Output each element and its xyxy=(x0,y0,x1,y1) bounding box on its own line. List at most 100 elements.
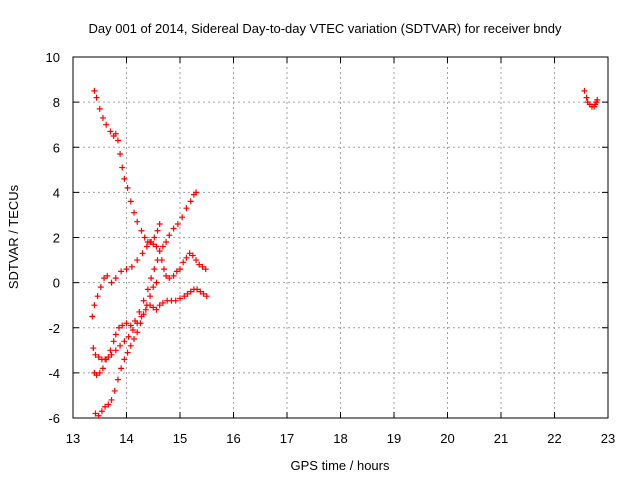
data-point xyxy=(187,288,194,295)
data-point xyxy=(150,241,157,248)
y-tick-label: 4 xyxy=(53,185,60,200)
data-point xyxy=(92,351,99,358)
x-tick-label: 17 xyxy=(280,431,294,446)
y-tick-labels: -6 -4 -2 0 2 4 6 8 10 xyxy=(46,50,60,426)
data-point xyxy=(179,214,186,221)
data-point xyxy=(119,322,126,329)
series-track-b xyxy=(89,189,200,320)
data-point xyxy=(93,372,100,379)
data-point xyxy=(163,239,170,246)
data-point xyxy=(117,151,124,158)
data-point xyxy=(118,365,125,372)
data-point xyxy=(140,297,147,304)
x-tick-label: 18 xyxy=(333,431,347,446)
data-point xyxy=(143,243,150,250)
y-tick-label: -2 xyxy=(48,321,60,336)
data-point xyxy=(173,268,180,275)
data-point xyxy=(186,250,193,257)
data-point xyxy=(94,293,101,300)
data-point xyxy=(158,257,165,264)
y-tick-label: -6 xyxy=(48,411,60,426)
data-point xyxy=(170,272,177,279)
y-tick-label: 8 xyxy=(53,95,60,110)
y-tick-label: 10 xyxy=(46,50,60,65)
chart-title: Day 001 of 2014, Sidereal Day-to-day VTE… xyxy=(88,21,562,36)
series-track-d xyxy=(90,286,210,363)
data-point xyxy=(156,248,163,255)
y-tick-label: 2 xyxy=(53,231,60,246)
data-point xyxy=(144,286,151,293)
data-point xyxy=(183,205,190,212)
data-point xyxy=(129,327,136,334)
data-point xyxy=(125,333,132,340)
data-point xyxy=(123,266,130,273)
data-point xyxy=(116,324,123,331)
x-tick-label: 22 xyxy=(547,431,561,446)
data-point xyxy=(90,345,97,352)
data-point xyxy=(121,175,128,182)
data-point xyxy=(112,275,119,282)
data-point xyxy=(583,94,590,101)
data-point xyxy=(177,295,183,302)
data-point xyxy=(172,297,179,304)
x-tick-label: 14 xyxy=(119,431,133,446)
data-point xyxy=(104,272,111,279)
data-point xyxy=(98,408,105,415)
x-tick-label: 15 xyxy=(173,431,187,446)
data-point xyxy=(96,105,103,112)
data-point xyxy=(124,349,131,356)
data-point xyxy=(194,286,201,293)
data-point xyxy=(95,412,102,419)
data-point xyxy=(163,272,170,279)
data-point xyxy=(134,329,141,336)
data-point xyxy=(147,293,154,300)
data-point xyxy=(193,189,200,196)
data-point xyxy=(107,128,114,135)
data-point xyxy=(96,369,103,376)
data-point xyxy=(99,365,106,372)
data-point xyxy=(127,342,134,349)
data-point xyxy=(150,284,157,291)
data-point xyxy=(93,94,100,101)
data-series xyxy=(89,87,601,419)
data-point xyxy=(594,96,601,103)
data-point xyxy=(199,263,206,270)
data-point xyxy=(112,331,119,338)
data-point xyxy=(117,342,124,349)
data-point xyxy=(153,243,160,250)
data-point xyxy=(180,259,187,266)
data-point xyxy=(170,225,177,232)
data-point xyxy=(121,338,128,345)
data-point xyxy=(166,232,173,239)
y-tick-label: -4 xyxy=(48,366,60,381)
data-point xyxy=(159,243,166,250)
data-point xyxy=(140,311,147,318)
y-tick-label: 6 xyxy=(53,140,60,155)
x-tick-label: 16 xyxy=(226,431,240,446)
data-point xyxy=(130,209,137,216)
data-point xyxy=(156,220,163,227)
data-point xyxy=(134,218,141,225)
data-point xyxy=(110,338,117,345)
series-track-c xyxy=(91,248,209,379)
data-point xyxy=(127,322,134,329)
data-point xyxy=(118,268,125,275)
x-tick-label: 13 xyxy=(66,431,80,446)
data-point xyxy=(139,250,146,257)
data-point xyxy=(114,376,121,383)
data-point xyxy=(128,263,135,270)
data-point xyxy=(108,396,115,403)
data-point xyxy=(105,401,112,408)
data-point xyxy=(89,313,96,320)
data-point xyxy=(97,284,104,291)
data-point xyxy=(124,184,131,191)
data-point xyxy=(108,351,115,358)
data-point xyxy=(95,354,102,361)
data-point xyxy=(114,137,121,144)
plot-frame xyxy=(72,56,609,419)
data-point xyxy=(166,275,173,282)
data-point xyxy=(151,234,158,241)
data-point xyxy=(181,293,188,300)
